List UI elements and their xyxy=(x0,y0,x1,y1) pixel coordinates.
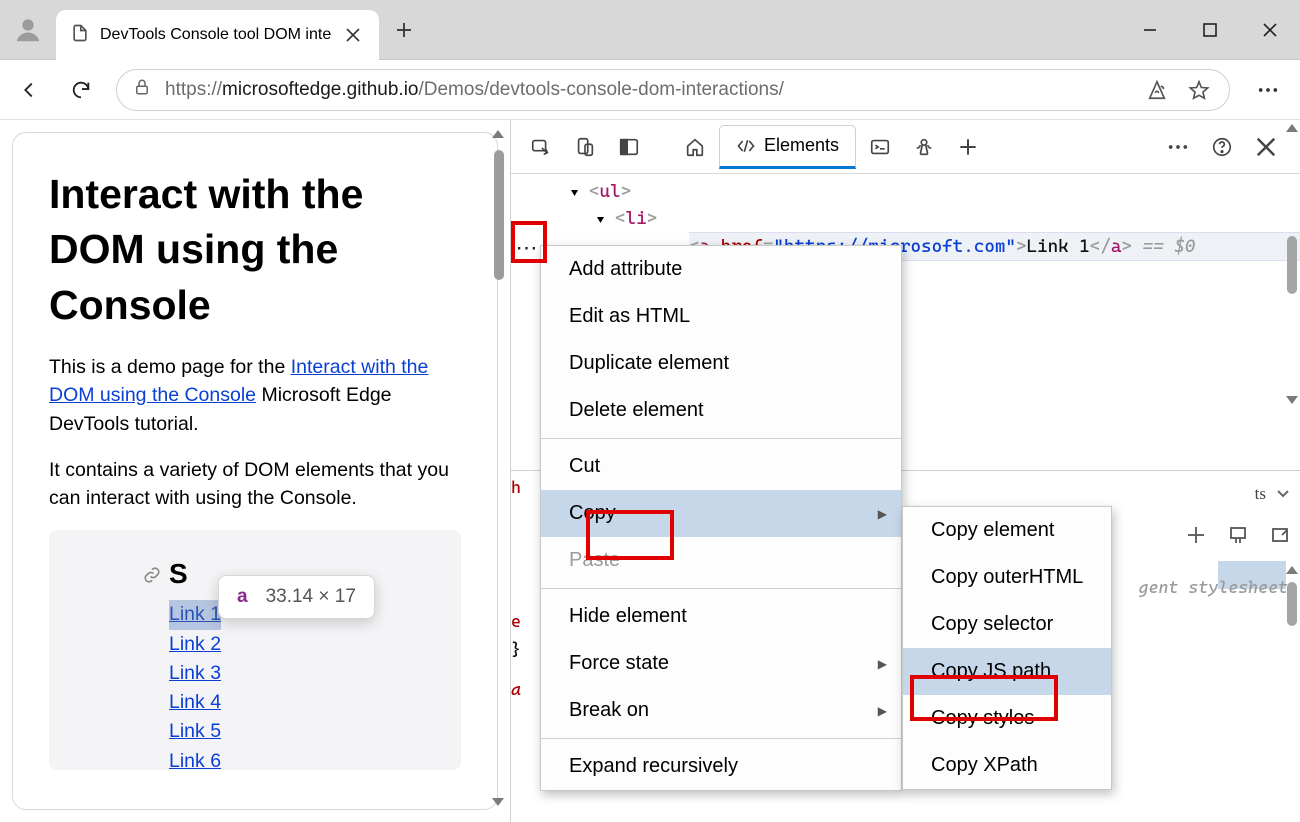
read-aloud-icon[interactable] xyxy=(1143,76,1171,104)
link-anchor-icon xyxy=(143,566,161,589)
ctx-copy-js-path[interactable]: Copy JS path xyxy=(903,648,1111,695)
devtools-more-icon[interactable] xyxy=(1158,127,1198,167)
user-agent-label: gent stylesheet xyxy=(1139,577,1288,597)
window-controls xyxy=(1120,0,1300,60)
context-menu: Add attribute Edit as HTML Duplicate ele… xyxy=(540,245,902,791)
toggle-class-icon[interactable] xyxy=(1224,521,1252,549)
ctx-duplicate[interactable]: Duplicate element xyxy=(541,340,901,387)
devtools-toolbar: Elements xyxy=(511,120,1300,174)
ctx-cut[interactable]: Cut xyxy=(541,443,901,490)
ctx-expand-recursively[interactable]: Expand recursively xyxy=(541,743,901,790)
tooltip-dimensions: 33.14 × 17 xyxy=(266,586,356,608)
devtools-close-icon[interactable] xyxy=(1246,127,1286,167)
demo-section: S Link 1 Link 2 Link 3 Link 4 Link 5 Lin… xyxy=(49,530,461,770)
ctx-copy[interactable]: Copy xyxy=(541,490,901,537)
scroll-thumb[interactable] xyxy=(1287,236,1297,294)
window-titlebar: DevTools Console tool DOM inte xyxy=(0,0,1300,60)
ctx-break-on[interactable]: Break on xyxy=(541,687,901,734)
address-bar: https://microsoftedge.github.io/Demos/de… xyxy=(0,60,1300,120)
demo-link[interactable]: Link 2 xyxy=(169,630,341,659)
demo-link[interactable]: Link 6 xyxy=(169,747,341,776)
url-bar[interactable]: https://microsoftedge.github.io/Demos/de… xyxy=(116,69,1230,111)
demo-link[interactable]: Link 3 xyxy=(169,659,341,688)
add-tab-icon[interactable] xyxy=(948,127,988,167)
ctx-edit-html[interactable]: Edit as HTML xyxy=(541,293,901,340)
console-tab-icon[interactable] xyxy=(860,127,900,167)
scroll-thumb[interactable] xyxy=(494,150,504,280)
favorite-icon[interactable] xyxy=(1185,76,1213,104)
new-tab-button[interactable] xyxy=(379,0,429,60)
demo-link[interactable]: Link 4 xyxy=(169,688,341,717)
inspect-icon[interactable] xyxy=(521,127,561,167)
ctx-hide[interactable]: Hide element xyxy=(541,593,901,640)
tab-title: DevTools Console tool DOM inte xyxy=(100,26,331,44)
demo-link[interactable]: Link 5 xyxy=(169,717,341,746)
tab-close-icon[interactable] xyxy=(341,23,365,47)
welcome-tab-icon[interactable] xyxy=(675,127,715,167)
devtools-row-more-icon[interactable]: ⋯ xyxy=(512,235,542,261)
ctx-paste: Paste xyxy=(541,537,901,584)
sources-tab-icon[interactable] xyxy=(904,127,944,167)
page-title: Interact with the DOM using the Console xyxy=(49,167,461,333)
device-toggle-icon[interactable] xyxy=(565,127,605,167)
scroll-down-icon[interactable] xyxy=(492,798,506,812)
page-scrollbar[interactable] xyxy=(494,130,508,812)
ctx-force-state[interactable]: Force state xyxy=(541,640,901,687)
profile-icon[interactable] xyxy=(0,0,56,60)
page-icon xyxy=(70,23,90,48)
link-list: Link 1 Link 2 Link 3 Link 4 Link 5 Link … xyxy=(169,600,341,776)
browser-menu-icon[interactable] xyxy=(1248,87,1288,93)
maximize-button[interactable] xyxy=(1180,0,1240,60)
demo-link[interactable]: Link 1 xyxy=(169,600,221,629)
minimize-button[interactable] xyxy=(1120,0,1180,60)
styles-tab-tail[interactable]: ts xyxy=(1120,471,1290,517)
context-submenu-copy: Copy element Copy outerHTML Copy selecto… xyxy=(902,506,1112,790)
devtools-scrollbar[interactable] xyxy=(1284,120,1300,822)
context-separator xyxy=(541,738,901,739)
url-text: https://microsoftedge.github.io/Demos/de… xyxy=(165,79,1129,101)
tab-elements[interactable]: Elements xyxy=(719,125,856,169)
tooltip-tag: a xyxy=(237,586,248,608)
add-rule-icon[interactable] xyxy=(1182,521,1210,549)
dock-icon[interactable] xyxy=(609,127,649,167)
browser-tab[interactable]: DevTools Console tool DOM inte xyxy=(56,10,379,60)
ctx-copy-element[interactable]: Copy element xyxy=(903,507,1111,554)
ctx-copy-xpath[interactable]: Copy XPath xyxy=(903,742,1111,789)
back-button[interactable] xyxy=(12,73,46,107)
tab-elements-label: Elements xyxy=(764,135,839,156)
refresh-button[interactable] xyxy=(64,73,98,107)
ctx-delete[interactable]: Delete element xyxy=(541,387,901,434)
scroll-thumb[interactable] xyxy=(1287,582,1297,626)
lock-icon xyxy=(133,78,151,102)
scroll-up-icon[interactable] xyxy=(492,130,506,144)
intro-paragraph-2: It contains a variety of DOM elements th… xyxy=(49,456,461,513)
ctx-copy-styles[interactable]: Copy styles xyxy=(903,695,1111,742)
styles-toolbar xyxy=(1182,521,1294,549)
close-window-button[interactable] xyxy=(1240,0,1300,60)
page-viewport: Interact with the DOM using the Console … xyxy=(0,120,510,822)
context-separator xyxy=(541,588,901,589)
ctx-copy-selector[interactable]: Copy selector xyxy=(903,601,1111,648)
ctx-add-attribute[interactable]: Add attribute xyxy=(541,246,901,293)
help-icon[interactable] xyxy=(1202,127,1242,167)
ctx-copy-outerhtml[interactable]: Copy outerHTML xyxy=(903,554,1111,601)
intro-paragraph: This is a demo page for the Interact wit… xyxy=(49,353,461,438)
context-separator xyxy=(541,438,901,439)
element-tooltip: a 33.14 × 17 xyxy=(218,575,375,619)
